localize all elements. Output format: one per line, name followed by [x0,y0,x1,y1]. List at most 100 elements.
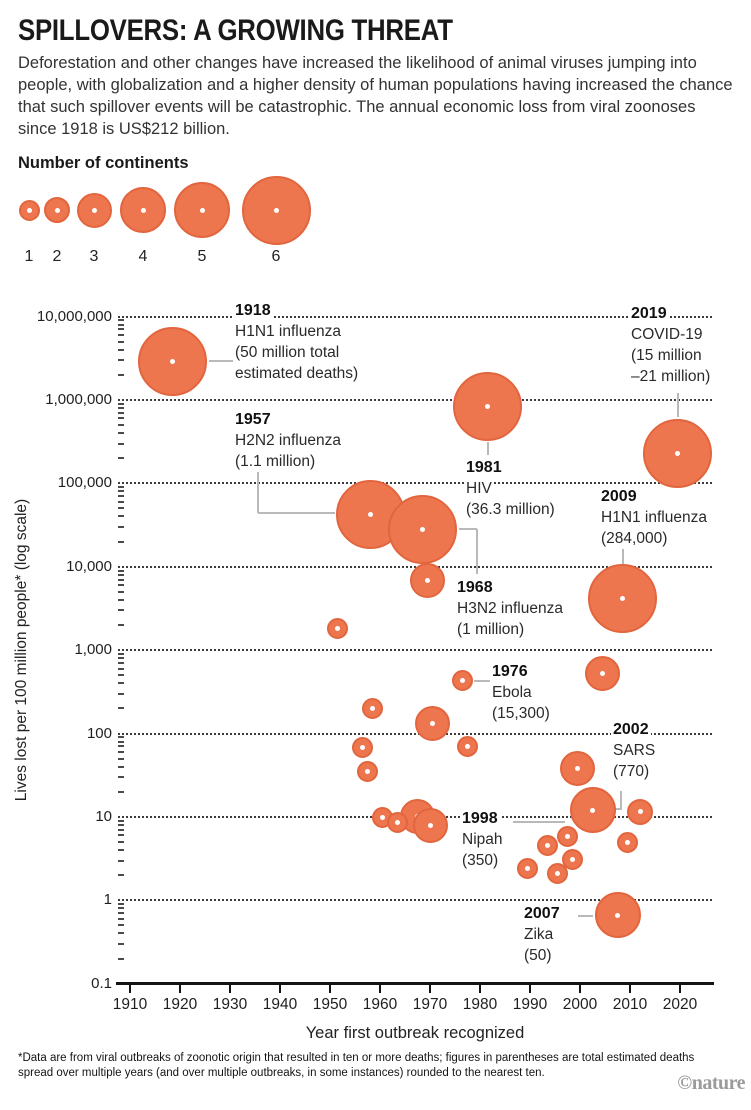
x-tick [129,985,131,993]
annotation-connector [209,360,233,362]
y-minor-tick [118,823,124,826]
annotation-connector [474,680,490,682]
bubble-center-dot [675,450,680,456]
outbreak-bubble [410,562,445,598]
annotation-1918: 1918 H1N1 influenza (50 million total estim… [233,300,361,384]
annotation-connector [459,528,477,530]
x-tick-label: 1920 [162,996,198,1013]
y-minor-tick [118,340,124,343]
annotation-text: COVID-19 [629,324,705,345]
y-minor-tick [118,500,124,503]
y-minor-tick [118,515,124,518]
x-tick [529,985,531,993]
x-tick [179,985,181,993]
x-tick [229,985,231,993]
annotation-connector [476,529,478,574]
legend-bubble-2 [44,197,70,223]
outbreak-bubble [357,761,378,783]
bubble-center-dot [140,207,146,213]
legend-count-label: 4 [138,248,148,265]
y-minor-tick [118,609,124,612]
y-minor-tick [118,486,124,489]
y-minor-tick [118,849,124,852]
bubble-center-dot [335,626,340,632]
y-minor-tick [118,682,124,685]
y-minor-tick [118,765,124,768]
bubble-center-dot [360,744,365,750]
annotation-year: 1976 [490,661,530,682]
outbreak-bubble [537,834,558,856]
x-tick [379,985,381,993]
y-minor-tick [118,540,124,543]
y-minor-tick [118,373,124,376]
bubble-zika-2007 [594,892,641,939]
y-minor-tick [118,323,124,326]
x-tick [679,985,681,993]
bubble-center-dot [625,839,630,845]
bubble-ebola-1976 [452,670,473,692]
y-minor-tick [118,828,124,831]
annotation-year: 1981 [464,457,504,478]
bubble-center-dot [199,207,205,213]
y-tick-label: 10 [95,807,112,825]
outbreak-bubble [415,706,450,742]
annotation-year: 1968 [455,577,495,598]
annotation-text: –21 million) [629,366,713,387]
y-minor-tick [118,917,124,920]
bubble-sars-2002 [569,787,616,834]
legend-count-label: 5 [197,248,207,265]
bubble-center-dot [600,670,605,676]
x-tick-label: 1910 [112,996,148,1013]
annotation-year: 1957 [233,409,273,430]
gridline-1,000 [118,649,712,652]
annotation-connector [258,512,335,514]
y-minor-tick [118,598,124,601]
y-minor-tick [118,736,124,739]
y-minor-tick [118,328,124,331]
bubble-center-dot [575,766,580,772]
annotation-year: 1998 [460,808,500,829]
annotation-text: (284,000) [599,528,670,549]
x-tick [579,985,581,993]
bubble-nipah-1998 [557,826,578,848]
y-minor-tick [118,490,124,493]
y-tick-label: 100,000 [57,474,112,492]
y-minor-tick [118,652,124,655]
annotation-text: SARS [611,740,658,761]
bubble-h1n1-influenza-1918 [138,326,207,396]
annotation-text: (50) [522,945,554,966]
outbreak-bubble [352,736,373,758]
y-minor-tick [118,569,124,572]
bubble-center-dot [380,815,385,821]
x-tick-label: 1990 [512,996,548,1013]
bubble-center-dot [427,823,433,829]
page-subtitle: Deforestation and other changes have inc… [18,54,733,138]
y-minor-tick [118,819,124,822]
annotation-text: Zika [522,924,556,945]
bubble-center-dot [615,912,620,918]
y-minor-tick [118,657,124,660]
outbreak-bubble [560,751,595,787]
y-minor-tick [118,402,124,405]
y-minor-tick [118,507,124,510]
y-minor-tick [118,745,124,748]
annotation-connector [677,393,679,417]
y-minor-tick [118,432,124,435]
legend-bubble-3 [76,192,112,228]
nature-logo: ©nature [677,1072,745,1094]
x-tick [479,985,481,993]
y-minor-tick [118,334,124,336]
annotation-text: (1.1 million) [233,451,318,472]
y-minor-tick [118,790,124,793]
bubble-covid-19-2019 [643,418,712,488]
y-minor-tick [118,907,124,910]
gridline-100 [118,732,712,735]
bubble-center-dot [555,870,560,876]
bubble-center-dot [430,721,435,727]
bubble-center-dot [170,358,175,364]
y-minor-tick [118,874,124,877]
annotation-text: H2N2 influenza [233,430,343,451]
annotation-text: Ebola [490,682,534,703]
annotation-year: 1918 [233,300,273,321]
y-tick-label: 100 [86,724,112,742]
